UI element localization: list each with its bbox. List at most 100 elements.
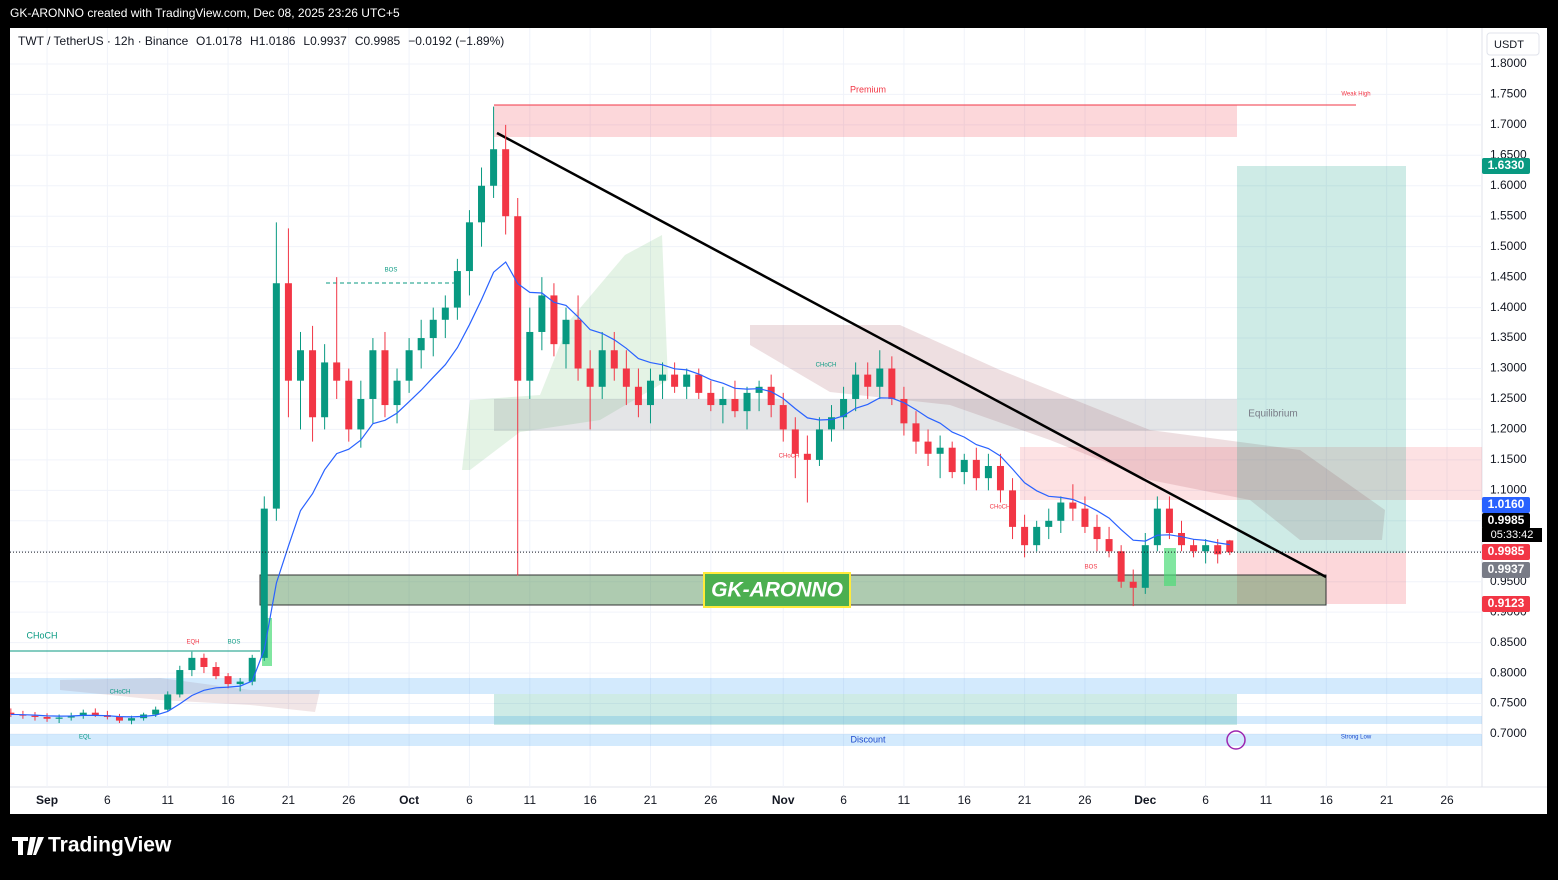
candle-body xyxy=(224,676,232,685)
drawings xyxy=(10,104,1482,750)
y-tick-label: 1.1500 xyxy=(1490,452,1527,466)
y-tick-label: 1.1000 xyxy=(1490,483,1527,497)
stop-zone xyxy=(1237,553,1406,604)
candle-body xyxy=(803,453,811,460)
candle-body xyxy=(526,331,534,381)
candle-body xyxy=(55,717,63,719)
y-tick-label: 1.7000 xyxy=(1490,117,1527,131)
candle-body xyxy=(1093,526,1101,540)
candle-body xyxy=(321,362,329,418)
candle-body xyxy=(936,447,944,454)
x-tick-label: 16 xyxy=(221,793,235,807)
annotation: CHoCH xyxy=(816,363,837,369)
candle-body xyxy=(176,670,184,695)
ohlc-value: L0.9937 xyxy=(303,34,347,48)
candle-body xyxy=(815,429,823,460)
annotation: CHoCH xyxy=(110,690,131,696)
x-tick-label: 6 xyxy=(1202,793,1209,807)
trendline xyxy=(496,131,1327,579)
watermark-box xyxy=(703,572,851,608)
candle-body xyxy=(188,657,196,671)
x-tick-label: 26 xyxy=(342,793,356,807)
candle-body xyxy=(1153,508,1161,546)
candle-body xyxy=(369,350,377,399)
x-tick-label: 16 xyxy=(583,793,597,807)
candle-body xyxy=(248,657,256,682)
y-tick-label: 0.7000 xyxy=(1490,726,1527,740)
candle-body xyxy=(260,508,268,658)
candle-body xyxy=(828,417,836,430)
price-label-box xyxy=(1482,544,1530,560)
x-tick-label: Sep xyxy=(36,793,58,807)
annotation: BOS xyxy=(228,640,241,646)
candle-body xyxy=(1202,545,1210,552)
candle-body xyxy=(91,712,99,716)
candle-body xyxy=(405,350,413,381)
candle-body xyxy=(1165,508,1173,533)
y-tick-label: 0.7500 xyxy=(1490,696,1527,710)
target-zone xyxy=(1237,166,1406,553)
price-label: 1.0160 xyxy=(1488,497,1525,511)
candle-body xyxy=(357,398,365,430)
candle-body xyxy=(272,283,280,509)
x-tick-label: 21 xyxy=(1380,793,1394,807)
x-tick-label: Nov xyxy=(772,793,795,807)
candle-body xyxy=(429,319,437,339)
annotation: EQL xyxy=(79,735,92,741)
candle-body xyxy=(840,398,848,418)
candle-body xyxy=(1057,502,1065,521)
annotation: BOS xyxy=(1085,565,1098,571)
candle-body xyxy=(719,398,727,406)
annotation: Weak High xyxy=(1341,92,1370,98)
ohlc-value: O1.0178 xyxy=(196,34,242,48)
equilibrium-zone xyxy=(494,399,1237,431)
symbol: TWT / TetherUS · 12h · Binance xyxy=(18,34,189,48)
x-tick-label: Dec xyxy=(1134,793,1156,807)
candle-body xyxy=(791,429,799,454)
candle-body xyxy=(924,441,932,454)
x-tick-label: 26 xyxy=(1078,793,1092,807)
candle-body xyxy=(393,380,401,406)
x-tick-label: 6 xyxy=(104,793,111,807)
candle-body xyxy=(1009,490,1017,527)
watermark: GK-ARONNO xyxy=(711,579,843,602)
annotation: Strong Low xyxy=(1341,735,1372,741)
discount-zone xyxy=(494,694,1237,725)
candle-body xyxy=(912,423,920,442)
candle-body xyxy=(1033,526,1041,546)
x-tick-label: 21 xyxy=(644,793,658,807)
x-tick-label: 6 xyxy=(466,793,473,807)
candle-body xyxy=(478,185,486,223)
candle-body xyxy=(115,716,123,721)
annotation: Discount xyxy=(850,734,886,744)
price-label-box xyxy=(1482,513,1530,529)
candle-body xyxy=(1214,545,1222,555)
price-label: 0.9937 xyxy=(1488,562,1525,576)
price-label: 0.9985 xyxy=(1488,544,1525,558)
candle-body xyxy=(1177,532,1185,546)
candle-body xyxy=(550,295,558,345)
candle-body xyxy=(1129,581,1137,588)
candle-body xyxy=(948,447,956,473)
candle-body xyxy=(634,386,642,406)
credit: GK-ARONNO created with TradingView.com, … xyxy=(10,6,400,20)
candle-body xyxy=(598,350,606,387)
candle-body xyxy=(1045,520,1053,527)
candle-body xyxy=(502,149,510,217)
candle-body xyxy=(1021,526,1029,546)
candle-body xyxy=(743,392,751,412)
candle-body xyxy=(767,386,775,406)
event-icon xyxy=(1226,730,1246,750)
price-label: 0.9123 xyxy=(1488,596,1525,610)
candle-body xyxy=(622,368,630,387)
candle-body xyxy=(1069,502,1077,509)
annotation: BOS xyxy=(385,268,398,274)
candle-body xyxy=(984,465,992,479)
x-tick-label: 16 xyxy=(958,793,972,807)
annotation: CHoCH xyxy=(990,505,1011,511)
y-tick-label: 1.8000 xyxy=(1490,56,1527,70)
discount-band xyxy=(10,734,1482,746)
candle-body xyxy=(79,712,87,716)
footer xyxy=(0,815,1558,875)
candle-body xyxy=(381,350,389,406)
